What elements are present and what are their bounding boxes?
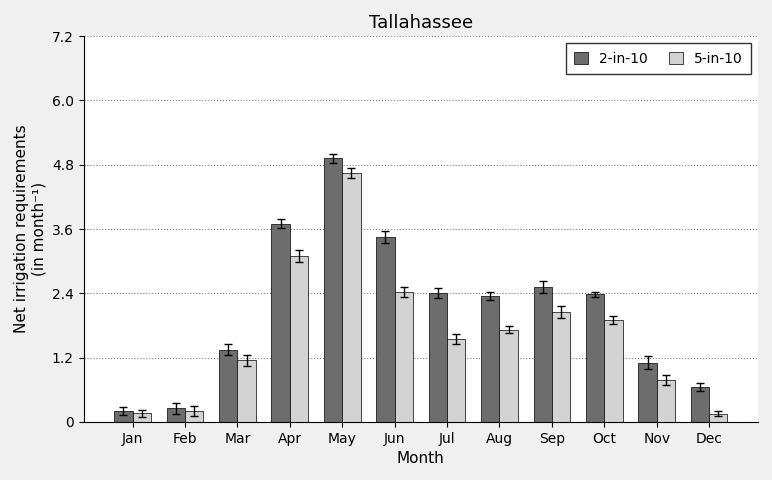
Bar <box>394 292 413 422</box>
Bar <box>290 256 308 422</box>
Bar <box>114 411 133 422</box>
Bar <box>552 312 571 422</box>
Bar <box>709 414 727 422</box>
Bar <box>447 339 466 422</box>
Bar <box>324 158 342 422</box>
Bar <box>533 287 552 422</box>
Bar <box>342 173 361 422</box>
Bar <box>481 296 499 422</box>
Bar <box>133 413 151 422</box>
Bar <box>272 224 290 422</box>
X-axis label: Month: Month <box>397 451 445 466</box>
Bar <box>657 380 675 422</box>
Bar <box>219 349 238 422</box>
Legend: 2-in-10, 5-in-10: 2-in-10, 5-in-10 <box>566 43 751 74</box>
Bar <box>185 411 203 422</box>
Bar <box>586 294 604 422</box>
Bar <box>376 237 394 422</box>
Bar <box>691 387 709 422</box>
Bar <box>604 320 623 422</box>
Bar <box>167 408 185 422</box>
Title: Tallahassee: Tallahassee <box>369 14 473 32</box>
Bar <box>499 330 518 422</box>
Bar <box>428 293 447 422</box>
Bar <box>638 363 657 422</box>
Y-axis label: Net irrigation requirements
(in month⁻¹): Net irrigation requirements (in month⁻¹) <box>14 125 46 333</box>
Bar <box>238 360 256 422</box>
